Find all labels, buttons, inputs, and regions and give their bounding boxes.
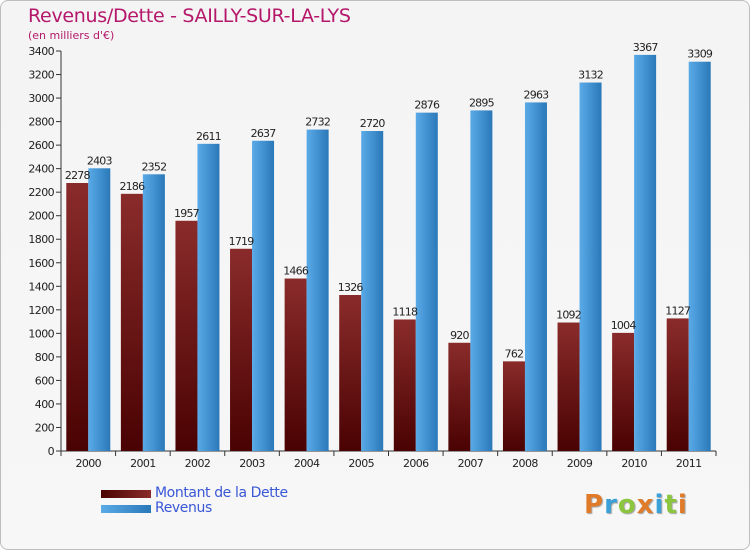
x-tick-label: 2006	[403, 457, 429, 470]
value-label-dette: 1118	[392, 305, 418, 318]
value-label-dette: 1466	[283, 265, 309, 278]
y-tick-label: 1400	[28, 280, 54, 293]
legend-label-dette: Montant de la Dette	[155, 485, 288, 501]
value-label-dette: 1957	[174, 207, 200, 220]
y-tick-label: 2800	[28, 116, 54, 129]
bar-revenus	[361, 131, 384, 451]
y-tick-label: 3000	[28, 92, 54, 105]
chart-title: Revenus/Dette - SAILLY-SUR-LA-LYS	[28, 5, 351, 27]
value-label-dette: 1004	[611, 319, 637, 332]
value-label-revenus: 3132	[578, 69, 603, 82]
value-label-dette: 920	[450, 329, 469, 342]
chart-subtitle: (en milliers d'€)	[28, 29, 115, 42]
value-label-dette: 762	[505, 347, 524, 360]
value-labels: 2278 2403 2186 2352 1957 2611 1719 2637 1466 2732…	[65, 41, 714, 360]
bar-dette	[666, 318, 689, 451]
value-label-dette: 1326	[338, 281, 364, 294]
x-tick-label: 2000	[75, 457, 101, 470]
value-label-dette: 2278	[65, 169, 91, 182]
y-tick-label: 2600	[28, 139, 54, 152]
bar-revenus	[88, 168, 111, 451]
bar-dette	[120, 193, 143, 451]
value-label-revenus: 2876	[414, 99, 440, 112]
value-label-revenus: 2611	[196, 130, 221, 143]
bar-dette	[393, 319, 416, 451]
value-label-revenus: 3367	[633, 41, 659, 54]
y-tick-label: 400	[35, 398, 55, 411]
bar-revenus	[688, 61, 711, 452]
x-tick-label: 2009	[567, 457, 593, 470]
x-tick-label: 2008	[512, 457, 538, 470]
y-tick-label: 2200	[28, 186, 54, 199]
value-label-revenus: 2732	[305, 116, 330, 129]
legend-label-revenus: Revenus	[155, 500, 212, 516]
bar-dette	[557, 322, 580, 451]
value-label-revenus: 2352	[141, 160, 166, 173]
value-label-revenus: 2637	[251, 127, 277, 140]
proxiti-logo: Proxiti	[584, 490, 688, 520]
bar-revenus	[415, 112, 438, 451]
x-tick-label: 2007	[458, 457, 484, 470]
bar-revenus	[306, 129, 329, 451]
value-label-revenus: 2963	[524, 88, 550, 101]
bar-dette	[612, 332, 635, 451]
bar-dette	[502, 361, 525, 451]
axes: 0 200 400 600 800 1000 1200 1400 1600 1800 2000 220…	[28, 45, 717, 470]
bar-revenus	[197, 143, 220, 451]
x-tick-label: 2001	[130, 457, 156, 470]
y-tick-label: 1200	[28, 304, 54, 317]
x-tick-label: 2004	[294, 457, 320, 470]
bar-dette	[175, 220, 198, 451]
bar-revenus	[470, 110, 493, 451]
bar-dette	[66, 183, 89, 451]
legend-swatch-revenus	[101, 505, 151, 513]
value-label-dette: 1092	[556, 309, 581, 322]
value-label-revenus: 3309	[687, 48, 713, 61]
x-tick-label: 2005	[348, 457, 374, 470]
y-tick-label: 3200	[28, 69, 54, 82]
y-tick-label: 2400	[28, 163, 54, 176]
bar-revenus	[524, 102, 547, 451]
y-tick-label: 200	[35, 421, 55, 434]
y-tick-label: 0	[48, 445, 55, 458]
bar-dette	[448, 342, 471, 451]
y-tick-label: 800	[35, 351, 55, 364]
x-tick-label: 2002	[185, 457, 211, 470]
bars	[66, 54, 711, 452]
value-label-revenus: 2895	[469, 96, 495, 109]
bar-dette	[230, 248, 253, 451]
value-label-dette: 2186	[119, 180, 145, 193]
y-tick-label: 3400	[28, 45, 54, 58]
y-tick-label: 1800	[28, 233, 54, 246]
x-tick-label: 2010	[621, 457, 647, 470]
y-tick-label: 1600	[28, 257, 54, 270]
bar-revenus	[634, 54, 657, 451]
bar-revenus	[579, 82, 602, 451]
value-label-revenus: 2720	[360, 117, 386, 130]
legend-swatch-dette	[101, 490, 151, 498]
x-tick-label: 2003	[239, 457, 265, 470]
x-tick-label: 2011	[676, 457, 702, 470]
y-tick-label: 600	[35, 374, 55, 387]
bar-revenus	[252, 140, 275, 451]
value-label-dette: 1127	[665, 304, 691, 317]
value-label-dette: 1719	[229, 235, 255, 248]
bar-revenus	[142, 174, 165, 451]
value-label-revenus: 2403	[87, 154, 113, 167]
y-tick-label: 2000	[28, 210, 54, 223]
bar-dette	[284, 278, 307, 451]
bar-dette	[339, 295, 362, 451]
y-tick-label: 1000	[28, 327, 54, 340]
